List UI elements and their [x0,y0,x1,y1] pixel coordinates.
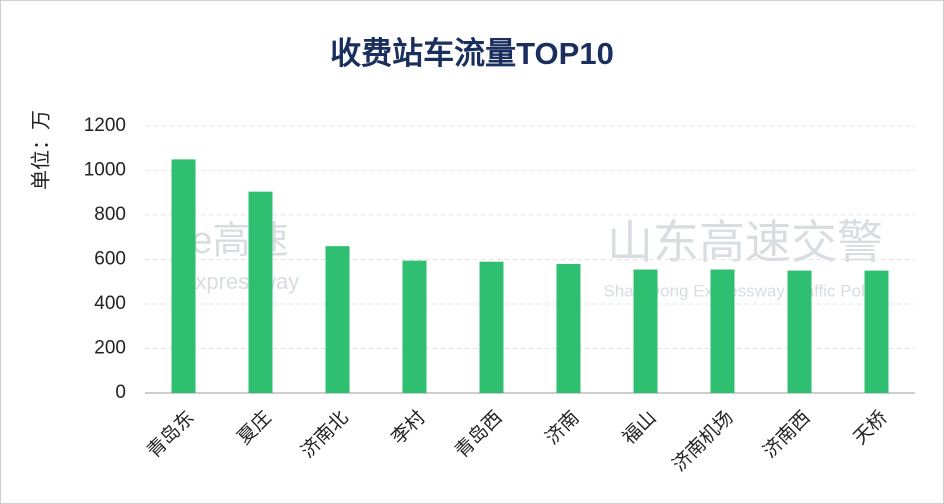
watermark: e高速 [191,220,288,262]
y-tick-label: 0 [115,382,126,403]
watermark: Expressway [181,269,300,294]
y-tick-label: 400 [94,293,126,314]
bar [864,270,889,393]
y-tick-label: 200 [94,338,126,359]
bar [479,261,504,393]
y-tick-label: 600 [94,249,126,270]
bar [787,270,812,393]
chart-title: 收费站车流量TOP10 [330,36,614,71]
y-tick-label: 1200 [84,115,126,136]
watermark: Shan Dong Expressway Traffic Police [603,281,886,300]
y-tick-label: 1000 [84,160,126,181]
bar [633,269,658,393]
bar [402,260,427,393]
bar [556,263,581,393]
bar [325,246,350,393]
bar [248,191,273,393]
bar [710,269,735,393]
y-tick-label: 800 [94,204,126,225]
bar [171,159,196,393]
watermark: 山东高速交警 [607,216,883,268]
y-axis-label: 单位：万 [29,110,52,190]
